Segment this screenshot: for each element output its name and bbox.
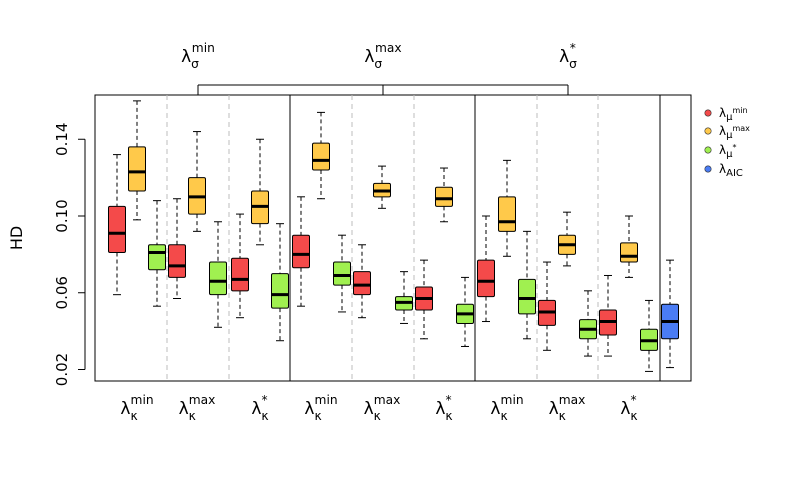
- svg-text:λκmin: λκmin: [490, 393, 523, 423]
- svg-text:λκ*: λκ*: [620, 393, 637, 423]
- bottom-group-label: λκmin: [304, 393, 337, 423]
- boxplot-lambda_mu_max: [129, 101, 146, 220]
- boxplot-lambda_mu_star: [519, 231, 536, 338]
- box-iqr: [129, 147, 146, 191]
- y-tick-label: 0.02: [53, 353, 71, 386]
- box-iqr: [210, 262, 227, 295]
- boxplot-lambda_mu_min: [600, 275, 617, 356]
- y-axis-title: HD: [7, 226, 26, 250]
- boxplot-lambda_mu_min: [109, 155, 126, 295]
- box-iqr: [499, 197, 516, 232]
- boxplot-lambda_mu_max: [189, 132, 206, 232]
- svg-text:λκ*: λκ*: [251, 393, 268, 423]
- boxplot-lambda_mu_min: [539, 262, 556, 350]
- boxplot-lambda_AIC: [662, 260, 679, 367]
- y-tick-label: 0.14: [53, 123, 71, 156]
- box-iqr: [272, 274, 289, 309]
- boxplot-lambda_mu_min: [354, 245, 371, 318]
- bottom-group-label: λκmin: [490, 393, 523, 423]
- top-group-label: λσ*: [559, 41, 577, 71]
- box-iqr: [519, 279, 536, 314]
- svg-text:λκmin: λκmin: [120, 393, 153, 423]
- box-iqr: [313, 143, 330, 170]
- legend-item-lambda_mu_star: λμ*: [705, 143, 737, 160]
- boxplot-lambda_mu_star: [641, 300, 658, 371]
- boxplot-lambda_mu_max: [313, 112, 330, 198]
- boxplot-lambda_mu_star: [334, 235, 351, 312]
- svg-text:λσmax: λσmax: [364, 41, 401, 71]
- boxplot-lambda_mu_max: [499, 160, 516, 256]
- boxplot-lambda_mu_star: [580, 291, 597, 356]
- svg-text:λσ*: λσ*: [559, 41, 577, 71]
- box-iqr: [293, 235, 310, 268]
- boxplot-lambda_mu_star: [210, 222, 227, 328]
- legend-item-lambda_mu_min: λμmin: [705, 106, 748, 123]
- boxes: [109, 101, 679, 372]
- boxplot-lambda_mu_star: [149, 201, 166, 307]
- boxplot-lambda_mu_star: [272, 224, 289, 341]
- boxplot-lambda_mu_star: [396, 272, 413, 324]
- legend-label: λμmin: [719, 106, 748, 123]
- boxplot-lambda_mu_max: [559, 212, 576, 266]
- bottom-group-label: λκmax: [179, 393, 216, 423]
- boxplot-lambda_mu_min: [169, 199, 186, 299]
- box-iqr: [436, 187, 453, 206]
- y-ticks: 0.02 0.06 0.10 0.14: [53, 123, 85, 387]
- legend-item-lambda_mu_max: λμmax: [705, 124, 750, 141]
- svg-text:λσmin: λσmin: [181, 41, 215, 71]
- box-iqr: [232, 258, 249, 291]
- boxplot-lambda_mu_star: [457, 277, 474, 346]
- box-iqr: [478, 260, 495, 296]
- box-iqr: [169, 245, 186, 278]
- boxplot-lambda_mu_min: [232, 214, 249, 318]
- legend-label: λμmax: [719, 124, 750, 141]
- y-tick-label: 0.06: [53, 276, 71, 309]
- bottom-group-label: λκ*: [435, 393, 452, 423]
- boxplot-lambda_mu_min: [416, 260, 433, 339]
- top-group-label: λσmax: [364, 41, 401, 71]
- boxplot-lambda_mu_max: [436, 168, 453, 222]
- legend-marker: [705, 166, 711, 172]
- box-iqr: [621, 243, 638, 262]
- legend-label: λμ*: [719, 143, 736, 160]
- svg-text:λκmax: λκmax: [549, 393, 586, 423]
- box-iqr: [334, 262, 351, 285]
- bottom-group-label: λκ*: [251, 393, 268, 423]
- boxplot-lambda_mu_min: [478, 216, 495, 322]
- boxplot-lambda_mu_max: [621, 216, 638, 277]
- top-axis: λσmin λσmax λσ*: [181, 41, 577, 95]
- box-iqr: [354, 272, 371, 295]
- bottom-group-label: λκmax: [549, 393, 586, 423]
- svg-text:λκmax: λκmax: [364, 393, 401, 423]
- legend-marker: [705, 128, 711, 134]
- y-tick-label: 0.10: [53, 199, 71, 232]
- bottom-group-label: λκmin: [120, 393, 153, 423]
- boxplot-lambda_mu_max: [252, 139, 269, 245]
- boxplot-lambda_mu_max: [374, 166, 391, 208]
- legend-marker: [705, 110, 711, 116]
- svg-text:λκ*: λκ*: [435, 393, 452, 423]
- svg-text:λκmin: λκmin: [304, 393, 337, 423]
- bottom-labels: λκmin λκmax λκ* λκmin λκmax λκ* λκmin λκmax λκ*: [120, 393, 637, 423]
- bottom-group-label: λκ*: [620, 393, 637, 423]
- svg-text:λκmax: λκmax: [179, 393, 216, 423]
- top-group-label: λσmin: [181, 41, 215, 71]
- legend-marker: [705, 147, 711, 153]
- bottom-group-label: λκmax: [364, 393, 401, 423]
- legend-item-lambda_AIC: λAIC: [705, 162, 743, 179]
- box-iqr: [109, 206, 126, 252]
- legend-label: λAIC: [719, 162, 743, 179]
- plot-frame: [95, 95, 691, 381]
- boxplot-lambda_mu_min: [293, 197, 310, 306]
- box-iqr: [149, 245, 166, 270]
